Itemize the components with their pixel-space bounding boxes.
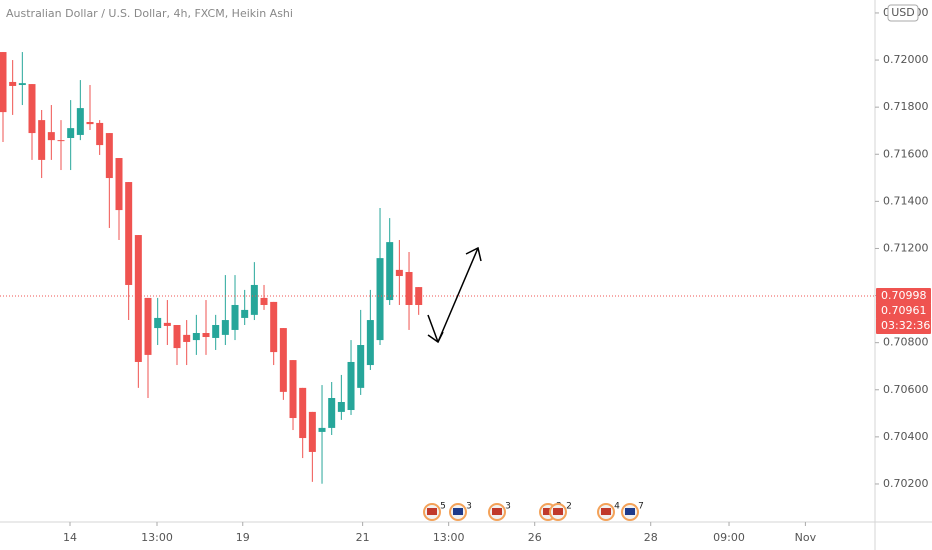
x-tick-label: Nov [795,531,817,544]
candle-body [192,333,200,341]
event-count: 3 [466,502,472,512]
candle-body [57,140,65,142]
candle-body [250,284,258,315]
candle-body [386,242,394,301]
x-tick-label: 13:00 [141,531,173,544]
event-flag [492,508,502,515]
event-flag [553,508,563,515]
event-count: 4 [614,502,620,512]
y-tick-label: 0.70400 [883,430,929,443]
candle-body [318,427,326,432]
event-count: 5 [440,502,446,512]
event-flag [625,508,635,515]
candle-body [299,387,307,439]
countdown-label: 03:32:36 [881,319,930,332]
event-flag [601,508,611,515]
ha-close-label-bg [876,303,931,320]
x-tick-label: 13:00 [433,531,465,544]
y-tick-label: 0.70600 [883,383,929,396]
candle-body [357,345,365,388]
candle-body [86,121,94,125]
event-flag [453,508,463,515]
candle-body [9,81,17,86]
event-count: 7 [638,502,644,512]
candle-body [328,398,336,428]
x-tick-label: 09:00 [713,531,745,544]
candle-body [115,158,123,211]
candle-body [415,287,423,305]
candle-body [28,84,36,134]
candle-body [202,333,210,338]
candle-body [241,309,249,318]
candle-body [47,132,55,141]
candle-body [105,133,113,179]
x-tick-label: 26 [528,531,542,544]
candle-body [183,334,191,342]
currency-badge [887,4,919,22]
event-flag [427,508,437,515]
last-price-label-bg [876,288,931,305]
candle-body [308,411,316,452]
arrow-drawing [427,246,482,344]
candle-body [395,269,403,277]
candle-body [134,235,142,362]
candle-body [212,325,220,338]
y-tick-label: 0.71600 [883,147,929,160]
x-tick-label: 21 [356,531,370,544]
x-tick-label: 14 [63,531,77,544]
candle-body [96,122,104,146]
candle-body [125,182,133,285]
candle-body [289,360,297,419]
candle-body [173,325,181,349]
candle-body [405,272,413,305]
candle-body [163,322,171,326]
y-tick-label: 0.72000 [883,53,929,66]
chart-title: Australian Dollar / U.S. Dollar, 4h, FXC… [6,7,293,20]
candle-body [144,297,152,355]
last-price-label: 0.70998 [881,289,927,302]
ha-close-label: 0.70961 [881,304,927,317]
candle-body [347,361,355,411]
x-tick-label: 19 [236,531,250,544]
candle-body [154,317,162,329]
candle-body [67,128,75,139]
y-tick-label: 0.71800 [883,100,929,113]
candle-body [376,258,384,341]
event-flag [543,508,553,515]
currency-label: USD [891,6,915,19]
y-tick-label: 0.70800 [883,336,929,349]
candle-body [366,320,374,366]
candle-body [270,301,278,353]
candle-body [221,320,229,335]
candle-body [0,52,7,113]
candle-body [38,120,46,160]
candle-body [76,108,84,135]
y-tick-label: 0.71400 [883,194,929,207]
event-count: 2 [566,502,572,512]
x-tick-label: 28 [644,531,658,544]
candle-body [231,304,239,330]
candle-body [279,328,287,392]
countdown-label-bg [876,318,931,335]
candle-body [260,297,268,305]
candle-body [18,83,26,86]
y-tick-label: 0.70200 [883,477,929,490]
y-tick-label: 0.71200 [883,241,929,254]
event-count: 3 [505,502,511,512]
candle-body [337,402,345,412]
